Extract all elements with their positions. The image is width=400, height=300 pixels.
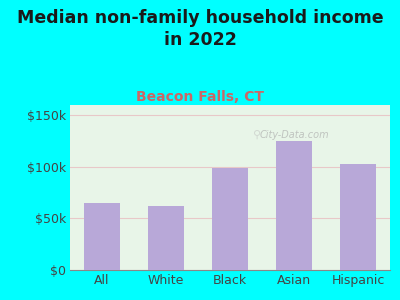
Bar	[276, 141, 312, 270]
Text: City-Data.com: City-Data.com	[259, 130, 329, 140]
Bar	[340, 164, 376, 270]
Bar	[148, 206, 184, 270]
Text: ⚲: ⚲	[253, 130, 261, 140]
Bar	[84, 203, 120, 270]
Bar	[212, 168, 248, 270]
Text: Beacon Falls, CT: Beacon Falls, CT	[136, 90, 264, 104]
Text: Median non-family household income
in 2022: Median non-family household income in 20…	[17, 9, 383, 49]
